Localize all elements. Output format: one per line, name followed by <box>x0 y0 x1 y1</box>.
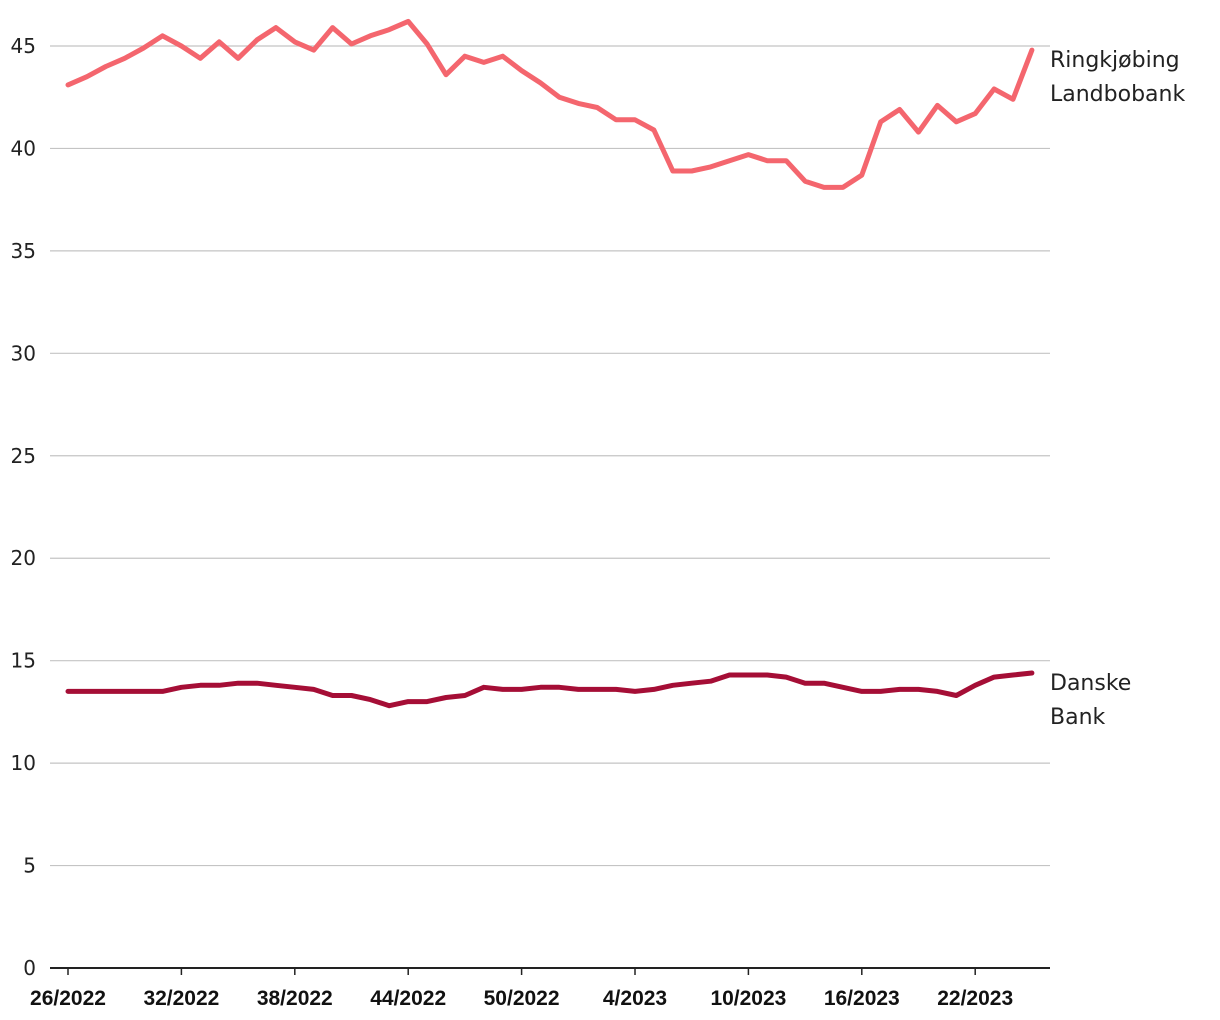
y-tick-label: 25 <box>11 444 36 468</box>
series-lines <box>65 18 1035 709</box>
gridlines <box>50 45 1050 867</box>
x-tick-label: 22/2023 <box>937 987 1013 1010</box>
y-tick-label: 5 <box>23 854 36 878</box>
series-line-1 <box>65 670 1035 709</box>
series-label-1: Danske Bank <box>1050 671 1131 730</box>
x-tick-label: 4/2023 <box>603 987 667 1010</box>
y-tick-label: 40 <box>11 136 36 160</box>
x-tick-label: 44/2022 <box>370 987 446 1010</box>
y-tick-label: 0 <box>23 956 36 980</box>
y-tick-label: 10 <box>11 751 36 775</box>
y-tick-label: 15 <box>11 649 36 673</box>
series-label-0: Ringkjøbing Landbobank <box>1050 48 1185 107</box>
x-tick-label: 10/2023 <box>710 987 786 1010</box>
y-tick-label: 45 <box>11 34 36 58</box>
y-tick-label: 30 <box>11 341 36 365</box>
y-axis-tick-labels: 0 5 10 15 20 25 30 35 40 45 <box>11 34 36 980</box>
y-tick-label: 20 <box>11 546 36 570</box>
x-tick-label: 16/2023 <box>824 987 900 1010</box>
x-tick-label: 32/2022 <box>143 987 219 1010</box>
x-tick-label: 26/2022 <box>30 987 106 1010</box>
series-labels: Ringkjøbing Landbobank Danske Bank <box>1050 48 1185 730</box>
x-tick-label: 50/2022 <box>484 987 560 1010</box>
series-line-0 <box>65 18 1035 190</box>
x-axis-tick-labels: 26/2022 32/2022 38/2022 44/2022 50/2022 4/202… <box>30 968 1013 1010</box>
y-tick-label: 35 <box>11 239 36 263</box>
x-tick-label: 38/2022 <box>257 987 333 1010</box>
